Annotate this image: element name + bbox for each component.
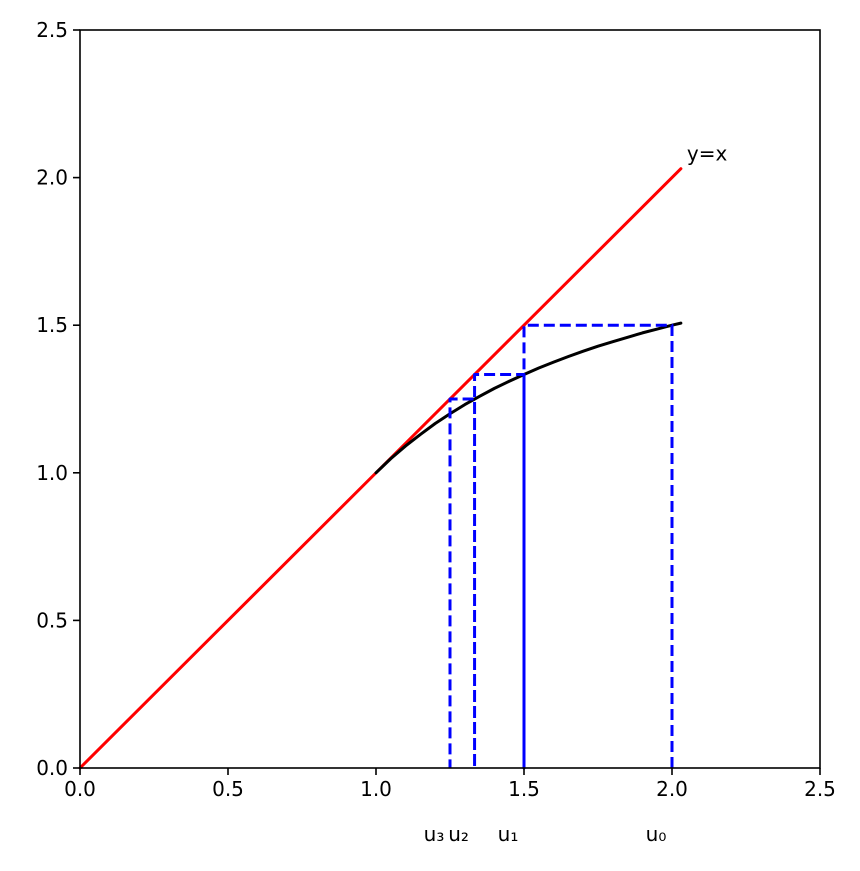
plot-frame — [79, 29, 821, 769]
sequence-label: u₀ — [646, 822, 667, 846]
sequence-label: u₃ — [424, 822, 445, 846]
series-layer — [78, 167, 683, 770]
x-tick-label: 2.0 — [656, 777, 688, 801]
y-tick-label: 0.0 — [36, 756, 68, 780]
labels-layer: y=x u₃ u₂ u₁ u₀ — [424, 142, 728, 846]
sequence-label: u₂ — [448, 822, 469, 846]
x-tick-label: 0.5 — [212, 777, 244, 801]
cobweb-path — [448, 323, 674, 770]
x-tick-label: 0.0 — [64, 777, 96, 801]
ticks-layer: 0.0 0.5 1.0 1.5 2.0 2.5 0.0 0.5 1.0 1.5 2.0 2.5 — [36, 18, 836, 801]
x-tick-label: 1.0 — [360, 777, 392, 801]
x-tick-label: 1.5 — [508, 777, 540, 801]
annotation-label: y=x — [687, 142, 728, 166]
y-tick-label: 2.0 — [36, 166, 68, 190]
function-curve — [374, 321, 683, 475]
y-tick-label: 1.0 — [36, 461, 68, 485]
y-tick-label: 2.5 — [36, 18, 68, 42]
x-tick-label: 2.5 — [804, 777, 836, 801]
y-tick-label: 0.5 — [36, 608, 68, 632]
sequence-label: u₁ — [498, 822, 519, 846]
y-tick-label: 1.5 — [36, 313, 68, 337]
